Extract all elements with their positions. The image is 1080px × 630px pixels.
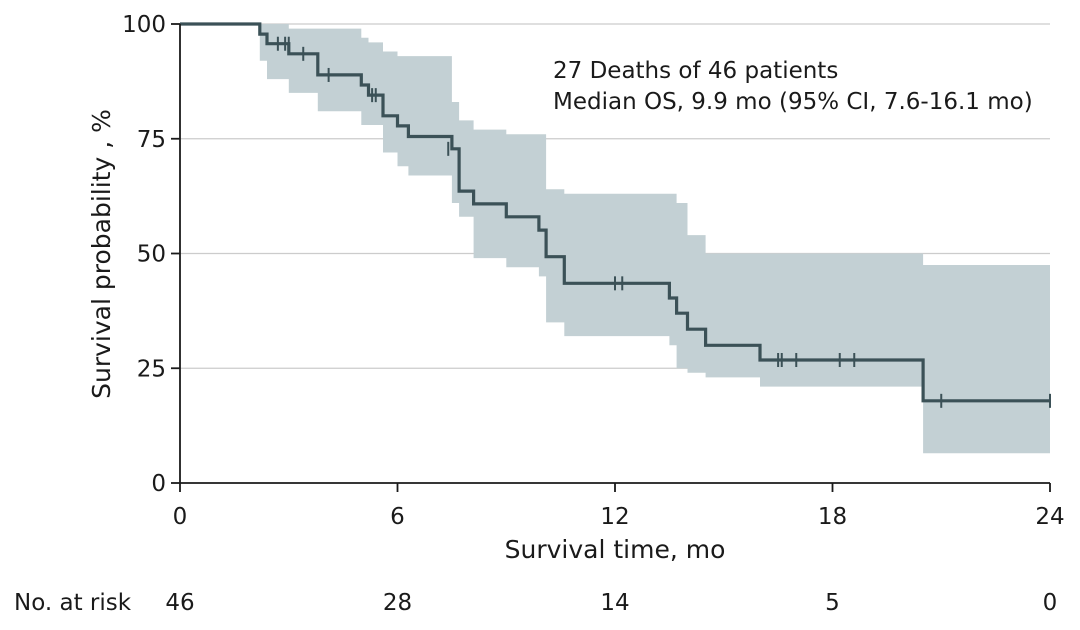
x-tick-label-12: 12	[600, 504, 629, 530]
y-tick-label-50: 50	[137, 242, 166, 268]
y-tick-label-25: 25	[137, 356, 166, 382]
y-tick-label-0: 0	[151, 471, 166, 497]
x-tick-label-24: 24	[1035, 504, 1064, 530]
risk-table-counts: 46 28 14 5 0	[165, 590, 1057, 616]
x-tick-label-6: 6	[390, 504, 405, 530]
y-tick-label-100: 100	[122, 12, 166, 38]
survival-curve	[180, 22, 1050, 403]
x-axis-title: Survival time, mo	[505, 535, 726, 564]
risk-count-24: 0	[1043, 590, 1058, 616]
y-tick-label-75: 75	[137, 127, 166, 153]
ci-band-area	[180, 24, 1050, 454]
annotation-deaths: 27 Deaths of 46 patients	[553, 58, 838, 84]
risk-count-6: 28	[383, 590, 412, 616]
survival-step-line	[180, 22, 1050, 403]
x-tick-label-0: 0	[173, 504, 188, 530]
tick-labels: 0 25 50 75 100 0 6 12 18 24	[122, 12, 1065, 530]
y-axis-title: Survival probability , %	[87, 109, 116, 399]
risk-table-label: No. at risk	[14, 590, 132, 616]
risk-count-12: 14	[600, 590, 629, 616]
x-tick-label-18: 18	[818, 504, 847, 530]
annotation-median-os: Median OS, 9.9 mo (95% CI, 7.6-16.1 mo)	[553, 89, 1033, 115]
risk-count-0: 46	[165, 590, 194, 616]
confidence-band	[180, 24, 1050, 454]
risk-count-18: 5	[825, 590, 840, 616]
censor-marks	[276, 36, 1051, 408]
